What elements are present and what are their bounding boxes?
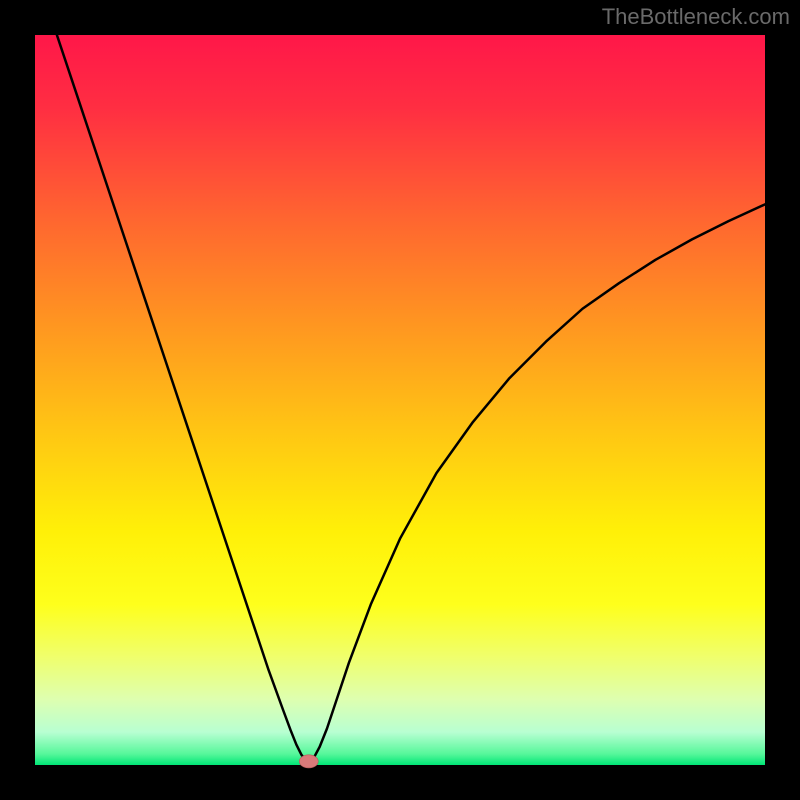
chart-container: TheBottleneck.com — [0, 0, 800, 800]
bottleneck-chart — [0, 0, 800, 800]
optimal-marker — [299, 755, 318, 768]
plot-background — [35, 35, 765, 765]
